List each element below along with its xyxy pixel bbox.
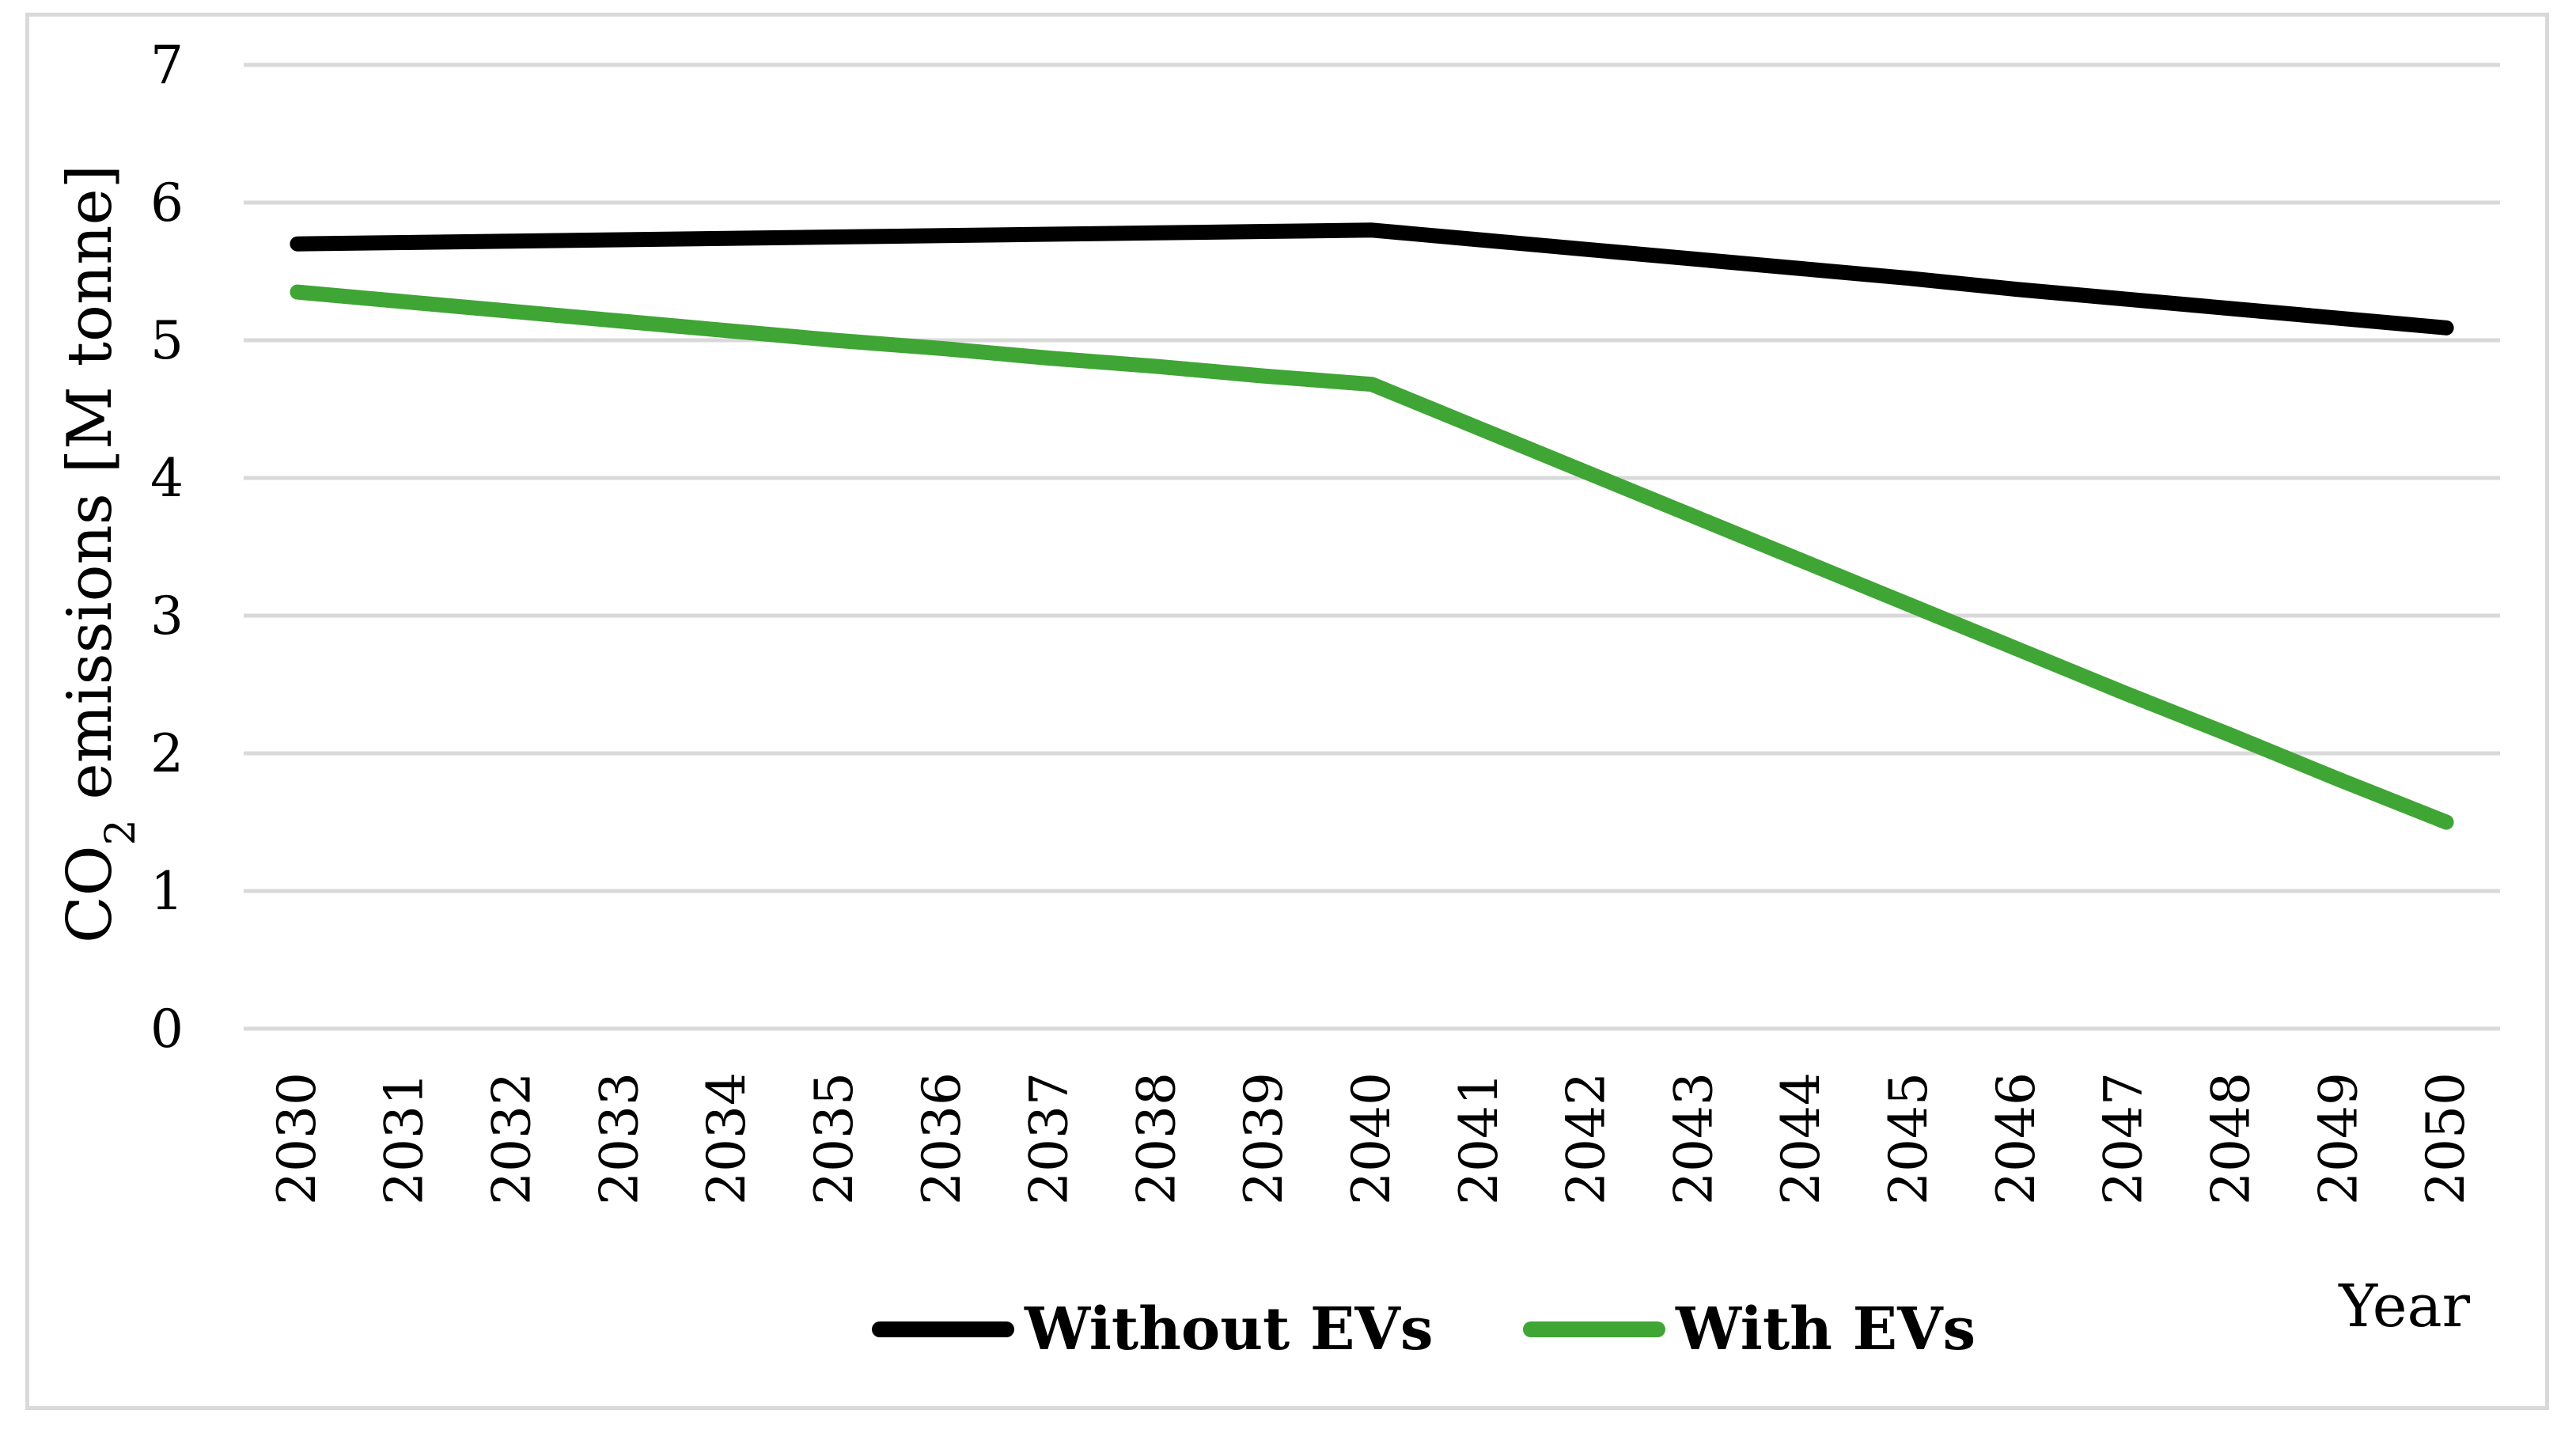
x-tick-label: 2031 <box>374 1072 435 1205</box>
y-tick-label: 7 <box>150 35 184 96</box>
y-tick-label: 3 <box>150 586 184 646</box>
legend: Without EVs With EVs <box>872 1295 1976 1363</box>
x-tick-label: 2044 <box>1771 1072 1832 1205</box>
legend-label-with-evs: With EVs <box>1675 1295 1976 1363</box>
y-tick-label: 1 <box>150 861 184 922</box>
x-axis-label: Year <box>2338 1272 2470 1340</box>
x-tick-label: 2039 <box>1233 1072 1294 1205</box>
x-tick-label: 2032 <box>482 1072 543 1205</box>
x-axis-ticks: 2030 2031 2032 2033 2034 2035 2036 2037 2038 2039… <box>267 1072 2476 1205</box>
legend-label-without-evs: Without EVs <box>1024 1295 1433 1363</box>
x-tick-label: 2046 <box>1986 1072 2047 1205</box>
x-tick-label: 2045 <box>1878 1072 1939 1205</box>
x-tick-label: 2041 <box>1449 1072 1510 1205</box>
x-tick-label: 2038 <box>1126 1072 1187 1205</box>
x-tick-label: 2042 <box>1556 1072 1617 1205</box>
x-tick-label: 2047 <box>2093 1072 2154 1205</box>
y-tick-label: 0 <box>150 999 184 1060</box>
series-line-with-evs <box>290 284 2454 830</box>
series-line-without-evs <box>290 222 2454 336</box>
y-tick-label: 2 <box>150 723 184 784</box>
y-tick-label: 6 <box>150 173 184 233</box>
x-tick-label: 2033 <box>589 1072 650 1205</box>
y-axis-ticks: 0 1 2 3 4 5 6 7 <box>150 35 184 1060</box>
x-tick-label: 2035 <box>804 1072 865 1205</box>
x-tick-label: 2036 <box>911 1072 972 1205</box>
y-tick-label: 5 <box>150 310 184 371</box>
x-tick-label: 2048 <box>2200 1072 2261 1205</box>
x-tick-label: 2050 <box>2415 1072 2476 1205</box>
x-tick-label: 2034 <box>696 1072 757 1205</box>
y-axis-label: CO2 emissions [M tonne] <box>55 165 145 943</box>
x-tick-label: 2040 <box>1341 1072 1402 1205</box>
x-tick-label: 2037 <box>1019 1072 1080 1205</box>
x-tick-label: 2043 <box>1663 1072 1724 1205</box>
gridlines <box>244 63 2500 1031</box>
y-tick-label: 4 <box>150 448 184 509</box>
x-tick-label: 2049 <box>2308 1072 2369 1205</box>
series-lines <box>290 222 2454 830</box>
x-tick-label: 2030 <box>267 1072 328 1205</box>
